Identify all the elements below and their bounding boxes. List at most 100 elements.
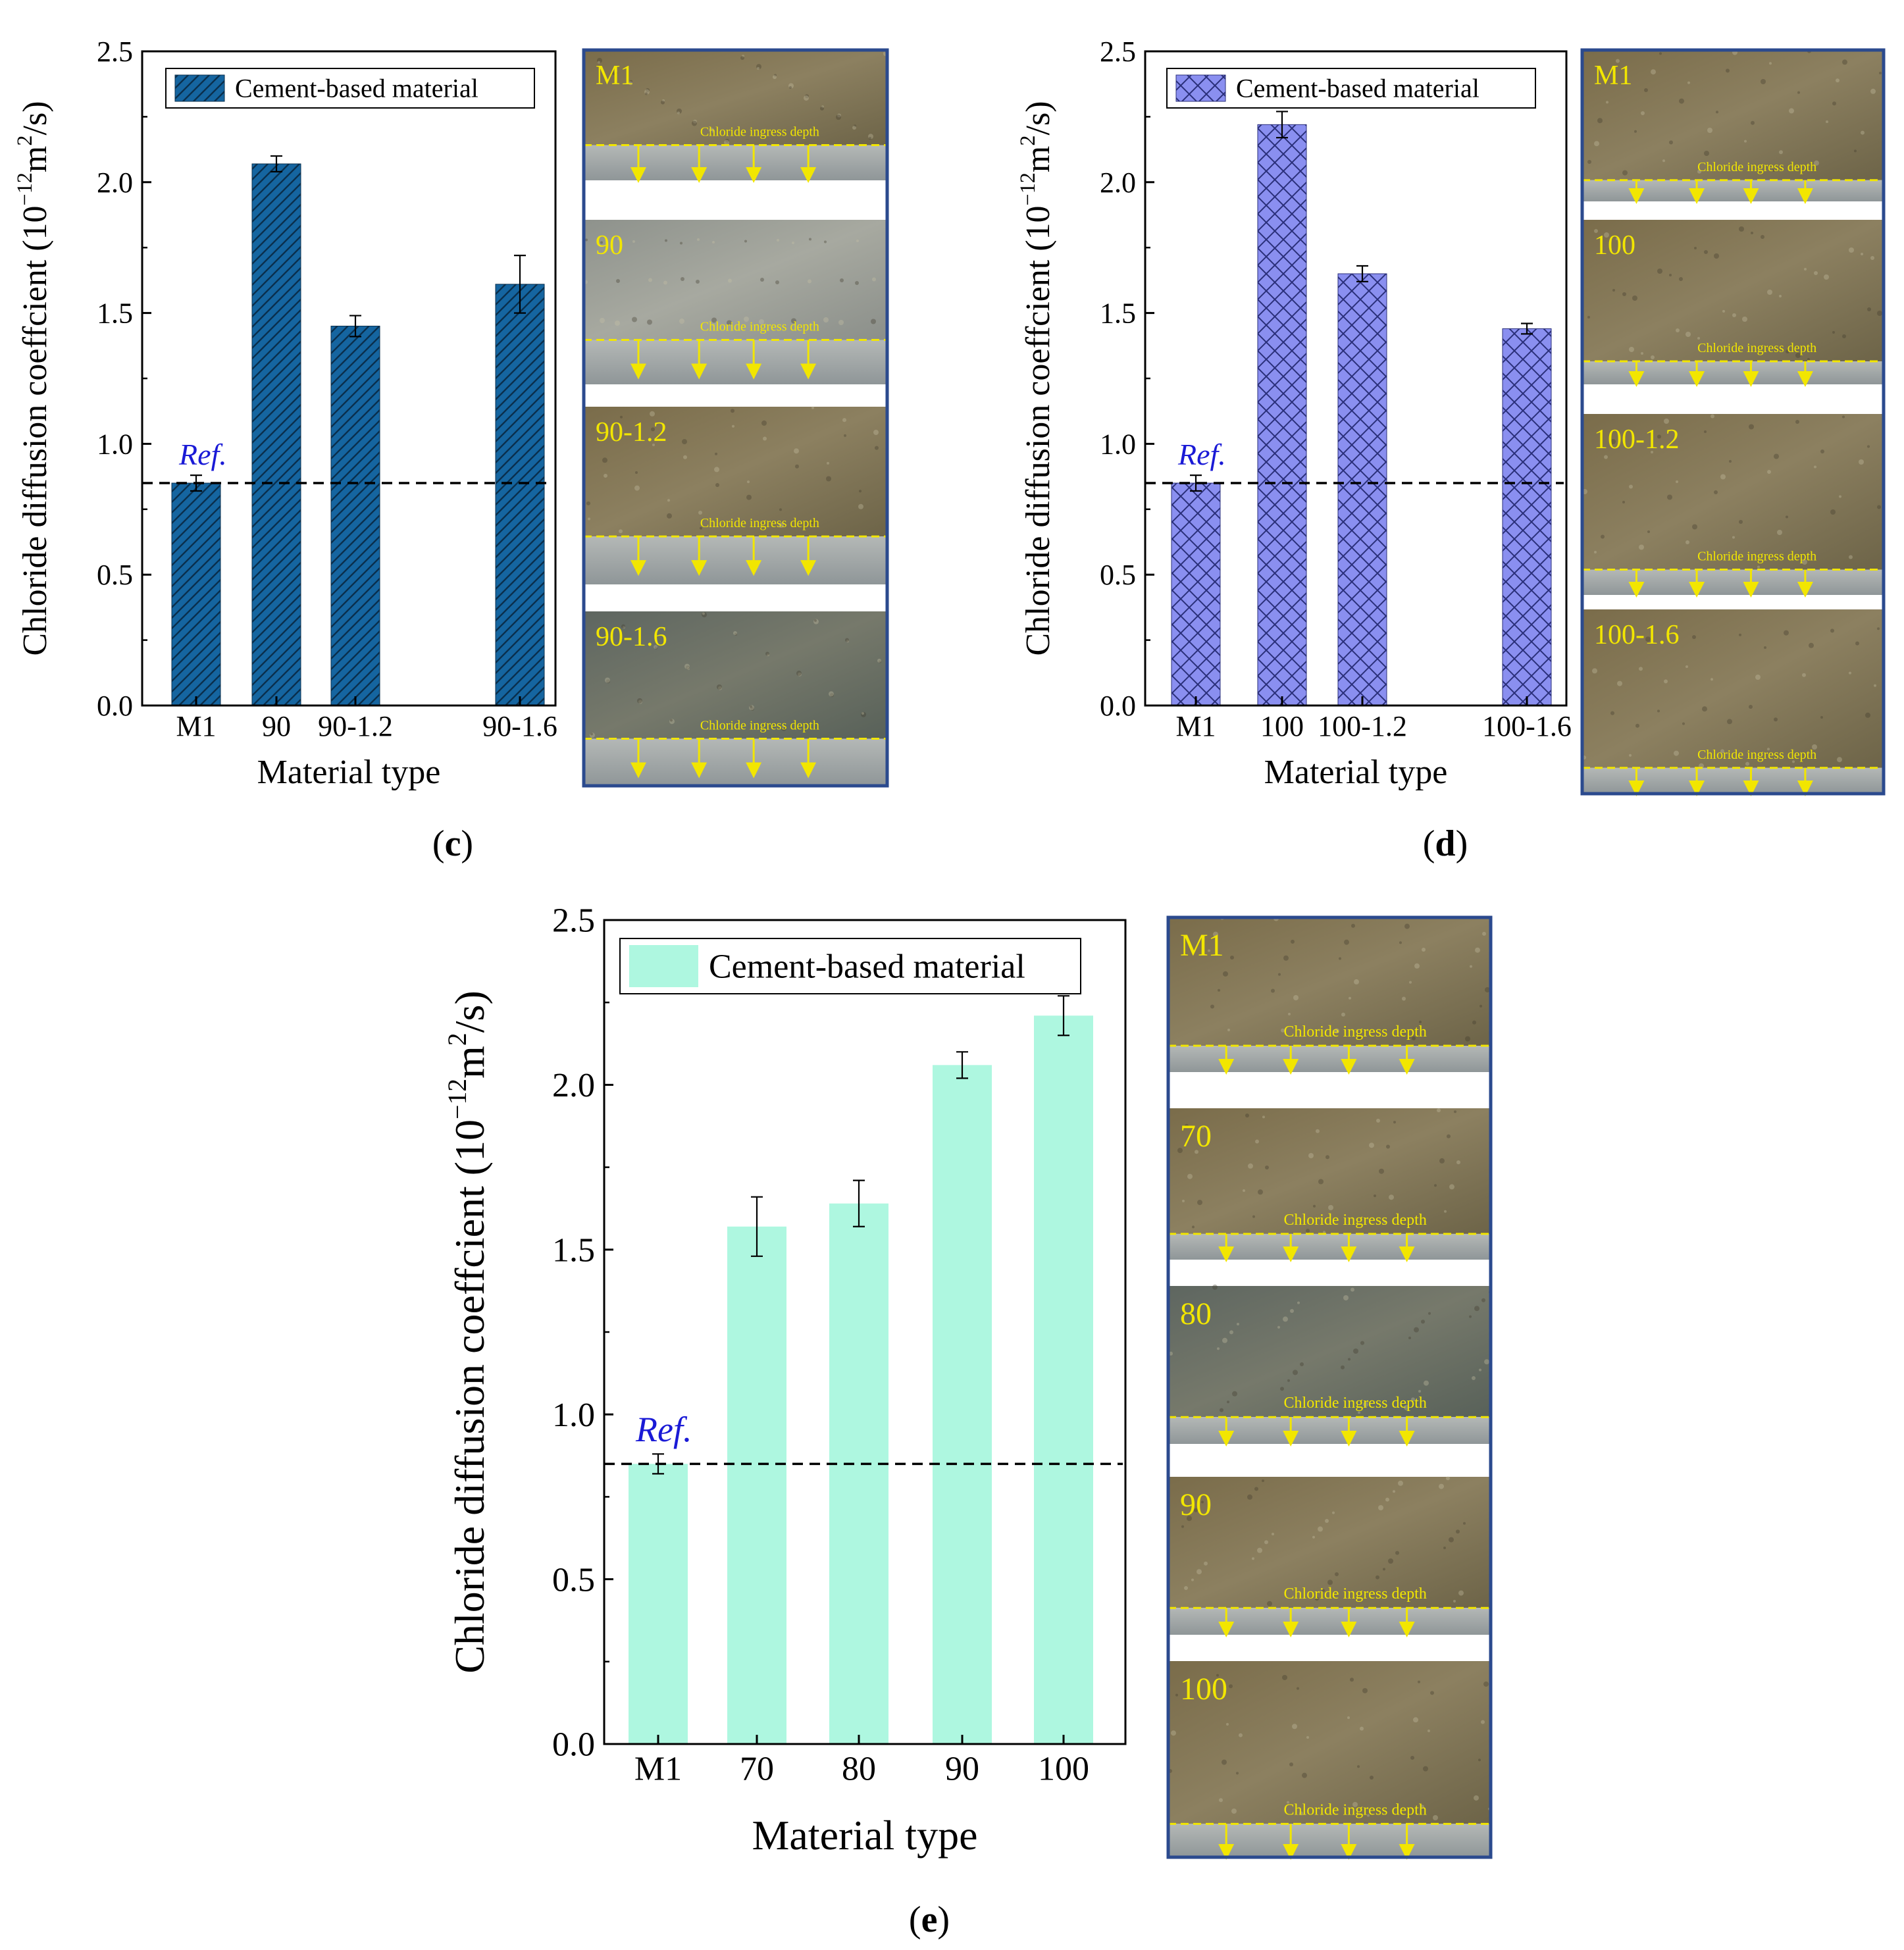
texture-speck: [788, 83, 794, 89]
texture-speck: [715, 483, 719, 487]
bar-90: [933, 1065, 992, 1744]
texture-speck: [1362, 1687, 1368, 1693]
legend-swatch: [174, 74, 225, 102]
texture-speck: [1867, 445, 1870, 448]
texture-speck: [869, 136, 871, 140]
texture-speck: [1278, 973, 1281, 976]
texture-speck: [1363, 1402, 1368, 1407]
specimen-row-M1: M1 Chloride ingress depth: [582, 49, 888, 183]
legend-swatch: [1175, 74, 1226, 102]
texture-speck: [669, 719, 675, 725]
y-tick-label: 1.0: [1100, 428, 1136, 460]
texture-speck: [1789, 108, 1794, 114]
texture-speck: [1223, 971, 1228, 977]
texture-speck: [1318, 1526, 1323, 1532]
texture-speck: [1185, 1123, 1189, 1128]
texture-speck: [1360, 1341, 1364, 1345]
texture-speck: [1418, 1390, 1421, 1393]
texture-speck: [1644, 88, 1648, 92]
texture-speck: [1720, 749, 1724, 754]
texture-speck: [1751, 120, 1755, 125]
texture-speck: [1697, 169, 1701, 174]
texture-speck: [1325, 1519, 1329, 1523]
reference-label: Ref.: [1177, 438, 1226, 471]
texture-speck: [1410, 1755, 1414, 1760]
ingress-caption: Chloride ingress depth: [1697, 748, 1816, 762]
texture-speck: [1409, 981, 1412, 984]
texture-speck: [1194, 1508, 1198, 1512]
texture-speck: [635, 471, 638, 474]
specimen-undamaged-zone: [1168, 1417, 1491, 1444]
texture-speck: [1348, 1358, 1351, 1361]
specimen-label: M1: [1180, 928, 1224, 963]
chart-panel-d: Ref. 0.0 0.5 1.0 1.5 2.0 2.5 M1 100 100-1.2 100-1.…: [1016, 36, 1572, 791]
texture-speck: [667, 499, 670, 502]
texture-speck: [1629, 484, 1633, 489]
photo-frame: [1580, 48, 1886, 796]
texture-speck: [1772, 169, 1775, 172]
texture-speck: [647, 319, 652, 325]
bar-70: [727, 1226, 786, 1744]
texture-speck: [1420, 1805, 1424, 1809]
texture-speck: [1402, 996, 1406, 1001]
texture-speck: [1651, 69, 1656, 75]
texture-speck: [1804, 268, 1807, 270]
texture-speck: [1282, 1674, 1287, 1680]
texture-speck: [1237, 1323, 1239, 1325]
texture-speck: [1692, 524, 1697, 530]
texture-speck: [1181, 1525, 1184, 1528]
texture-speck: [1484, 1359, 1489, 1365]
y-axis-title-exp: −12: [13, 172, 36, 205]
texture-speck: [829, 691, 834, 697]
specimen-label: 90-1.2: [596, 417, 667, 448]
legend: Cement-based material: [165, 68, 535, 109]
legend-label: Cement-based material: [235, 74, 478, 103]
texture-speck: [1647, 530, 1650, 533]
texture-speck: [1419, 1020, 1422, 1023]
texture-speck: [823, 317, 829, 322]
texture-speck: [1651, 355, 1655, 359]
texture-speck: [811, 406, 814, 409]
texture-speck: [586, 501, 590, 505]
texture-speck: [1404, 923, 1410, 929]
texture-speck: [1877, 505, 1881, 509]
texture-speck: [702, 612, 707, 618]
texture-speck: [1291, 939, 1295, 944]
specimen-surface: [1582, 50, 1884, 180]
texture-speck: [709, 130, 712, 134]
texture-speck: [683, 455, 687, 459]
texture-speck: [1777, 530, 1782, 535]
y-axis-title-main: Chloride diffusion coeffcient (10: [446, 1119, 493, 1674]
texture-speck: [1849, 555, 1853, 559]
texture-speck: [1634, 130, 1637, 133]
texture-speck: [1594, 141, 1599, 147]
texture-speck: [742, 55, 744, 58]
texture-speck: [821, 105, 824, 109]
texture-speck: [686, 665, 690, 670]
y-tick-label: 2.0: [1100, 167, 1136, 199]
texture-speck: [1479, 1004, 1482, 1008]
texture-speck: [1657, 434, 1661, 439]
texture-speck: [1232, 1391, 1237, 1397]
specimen-surface: [1168, 1286, 1491, 1418]
texture-speck: [1779, 295, 1782, 297]
x-tick-label: 90: [945, 1751, 979, 1788]
texture-speck: [698, 511, 702, 515]
texture-speck: [1729, 460, 1732, 463]
texture-speck: [861, 711, 866, 717]
texture-speck: [1716, 111, 1718, 114]
texture-speck: [1264, 1540, 1268, 1545]
texture-speck: [1322, 1589, 1325, 1592]
texture-speck: [1597, 118, 1603, 124]
texture-speck: [858, 503, 863, 509]
texture-speck: [1832, 331, 1835, 334]
texture-speck: [623, 626, 625, 629]
texture-speck: [1374, 1194, 1376, 1197]
texture-speck: [1465, 1036, 1470, 1042]
texture-speck: [1411, 1397, 1415, 1402]
specimen-label: 70: [1180, 1119, 1212, 1154]
texture-speck: [1745, 761, 1749, 766]
texture-speck: [859, 490, 862, 493]
texture-speck: [1755, 675, 1761, 680]
texture-speck: [732, 424, 734, 428]
